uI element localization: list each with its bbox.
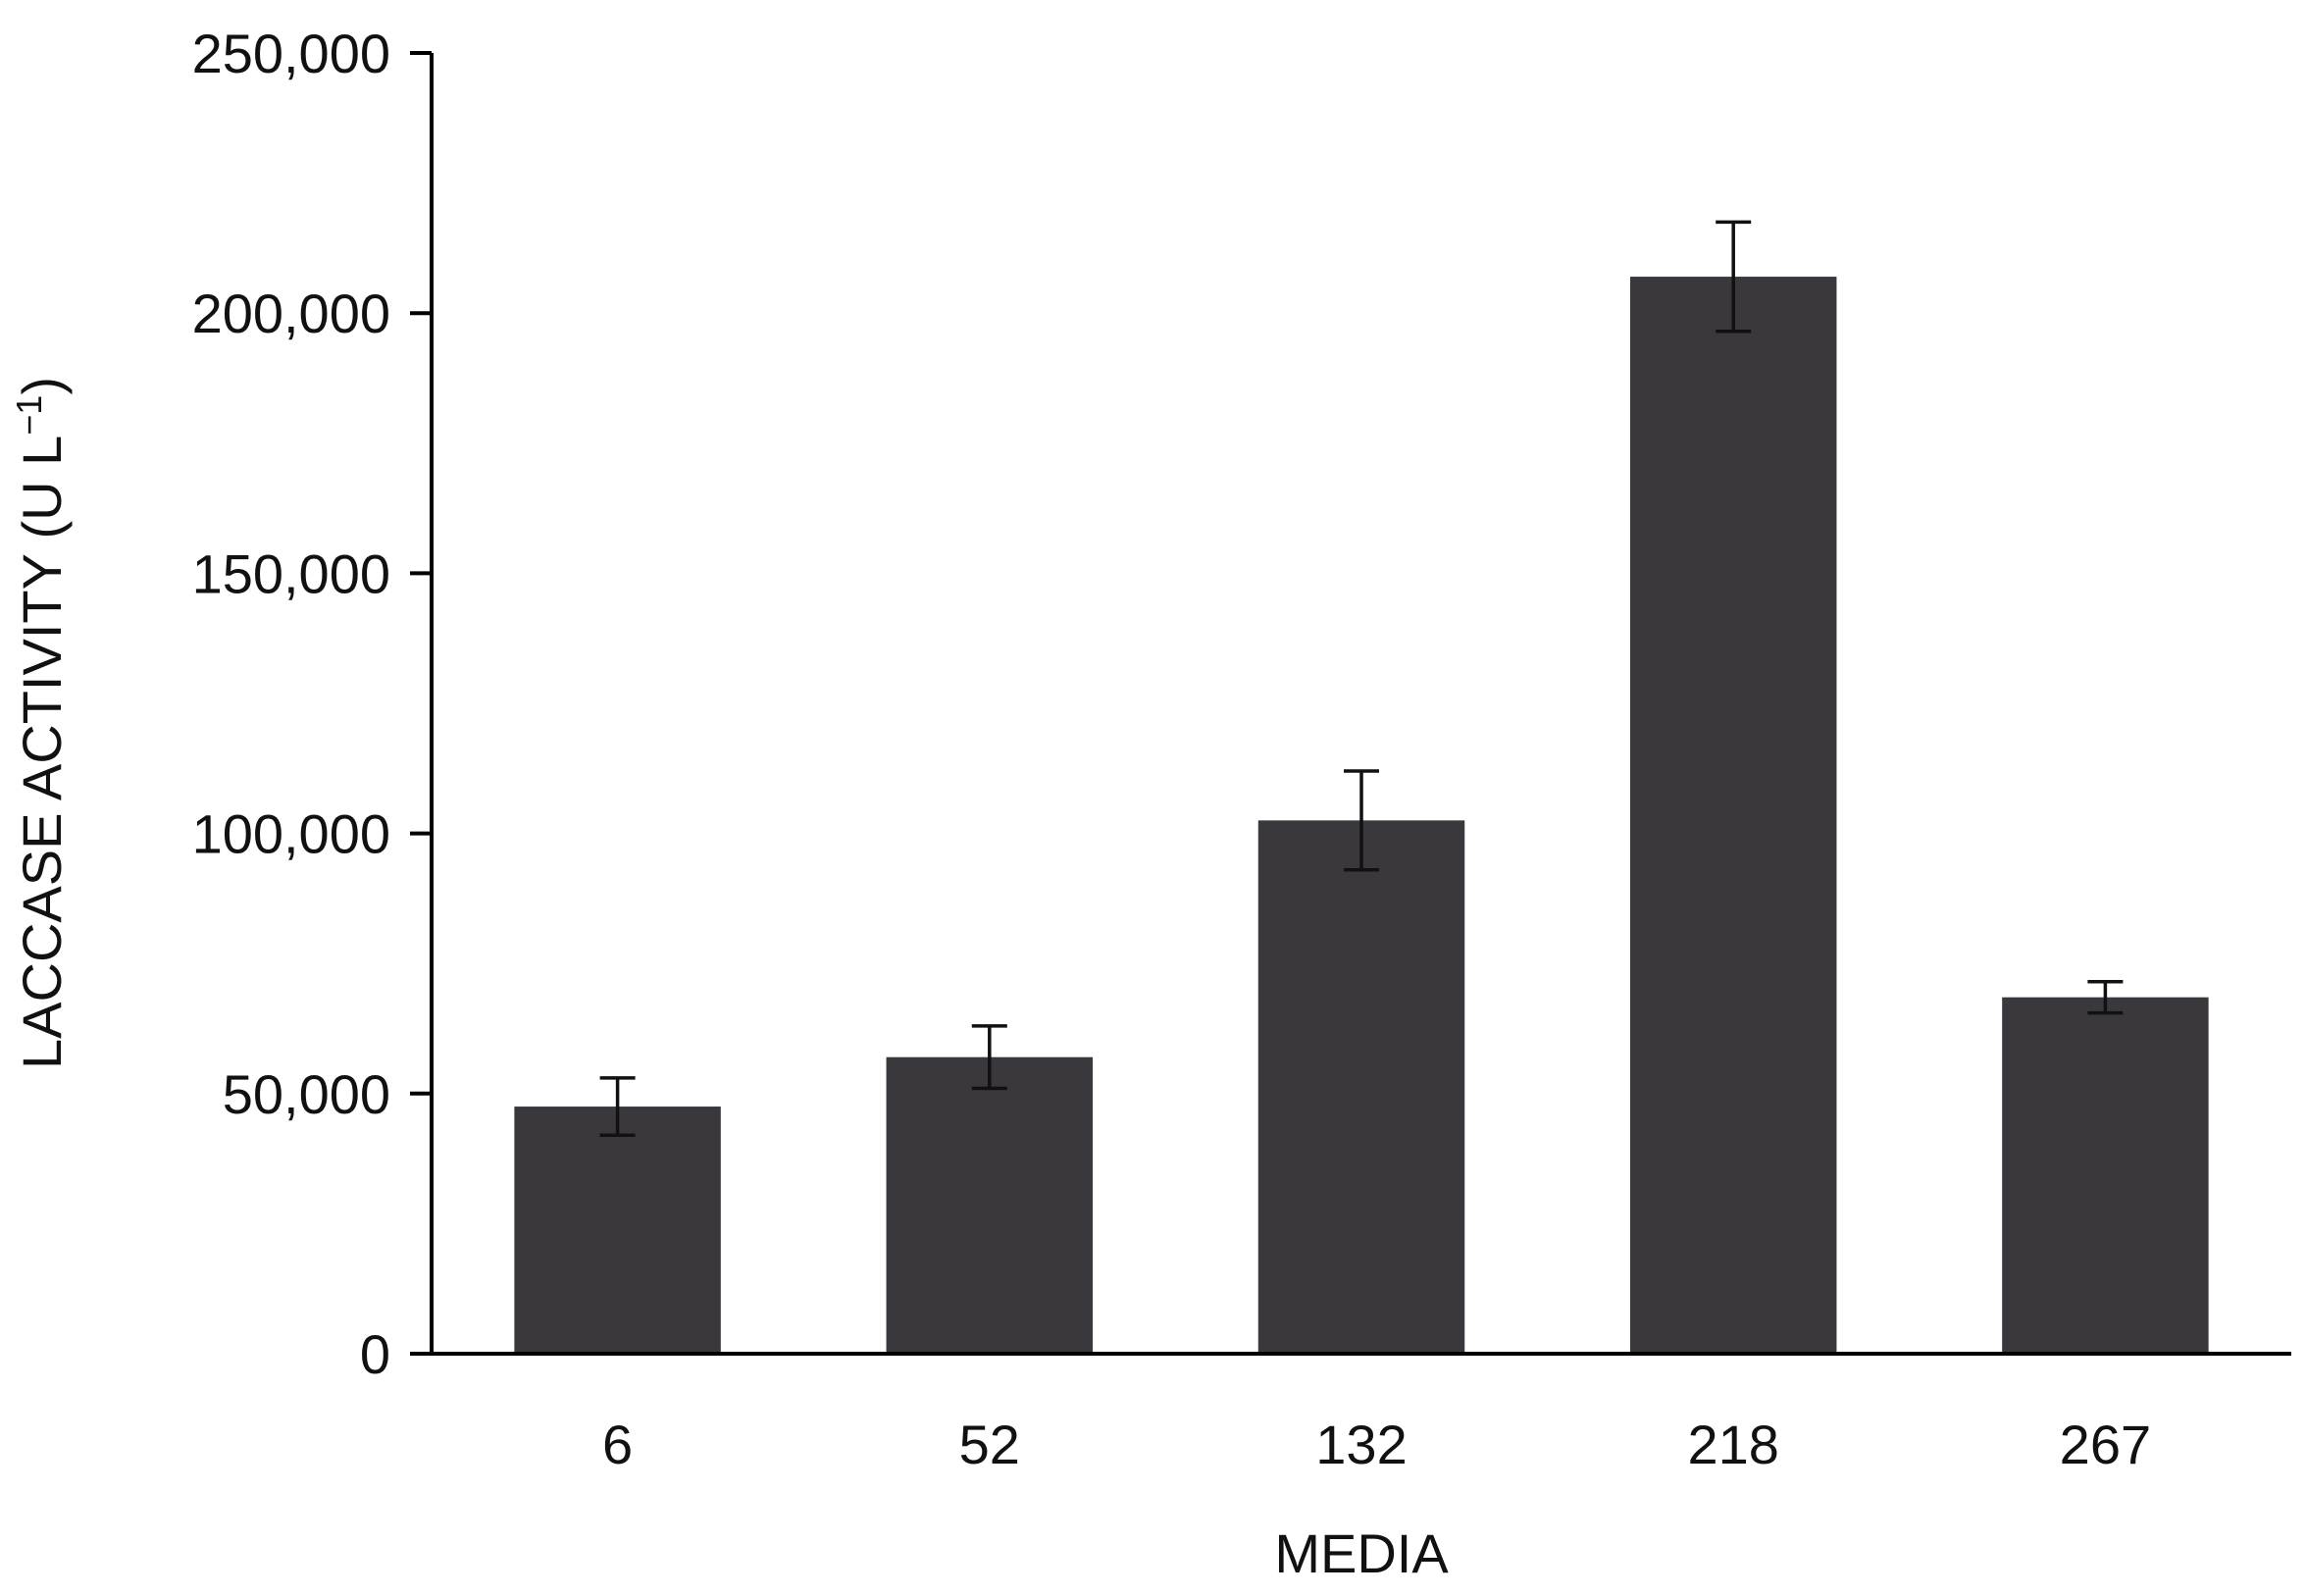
y-tick-label: 50,000	[223, 1063, 390, 1125]
y-axis-title-superscript: −1	[9, 395, 49, 436]
bar	[1629, 277, 1837, 1354]
y-tick-label: 150,000	[192, 542, 390, 604]
y-ticks-group: 0 50,000 100,000 150,000 200,000 250,000	[192, 23, 432, 1385]
x-axis-title: MEDIA	[1274, 1522, 1449, 1584]
error-bar	[599, 1076, 636, 1137]
y-tick-label: 0	[360, 1323, 390, 1385]
x-tick-label: 6	[602, 1414, 633, 1475]
y-axis-title-main: LACCASE ACTIVITY (U L	[11, 436, 73, 1069]
bar	[886, 1056, 1094, 1354]
x-tick-label: 267	[2060, 1414, 2151, 1475]
bar	[514, 1107, 721, 1354]
axes-group	[410, 53, 2291, 1356]
bars-group	[514, 277, 2209, 1354]
x-tick-label: 52	[959, 1414, 1020, 1475]
x-tick-label: 132	[1315, 1414, 1407, 1475]
error-bars-group	[599, 220, 2124, 1137]
error-bar	[971, 1024, 1007, 1091]
y-tick-label: 200,000	[192, 283, 390, 344]
error-bar	[1716, 220, 1752, 334]
y-tick-label: 100,000	[192, 803, 390, 865]
bar	[1257, 820, 1465, 1354]
error-bar	[1344, 769, 1379, 872]
y-axis-title-close: )	[11, 377, 73, 395]
error-bar	[2087, 980, 2124, 1015]
x-tick-labels-group: 6 52 132 218 267	[602, 1414, 2151, 1475]
y-axis-title: LACCASE ACTIVITY (U L−1)	[9, 377, 73, 1069]
x-tick-label: 218	[1687, 1414, 1778, 1475]
bar	[2002, 997, 2209, 1354]
y-tick-label: 250,000	[192, 23, 390, 84]
